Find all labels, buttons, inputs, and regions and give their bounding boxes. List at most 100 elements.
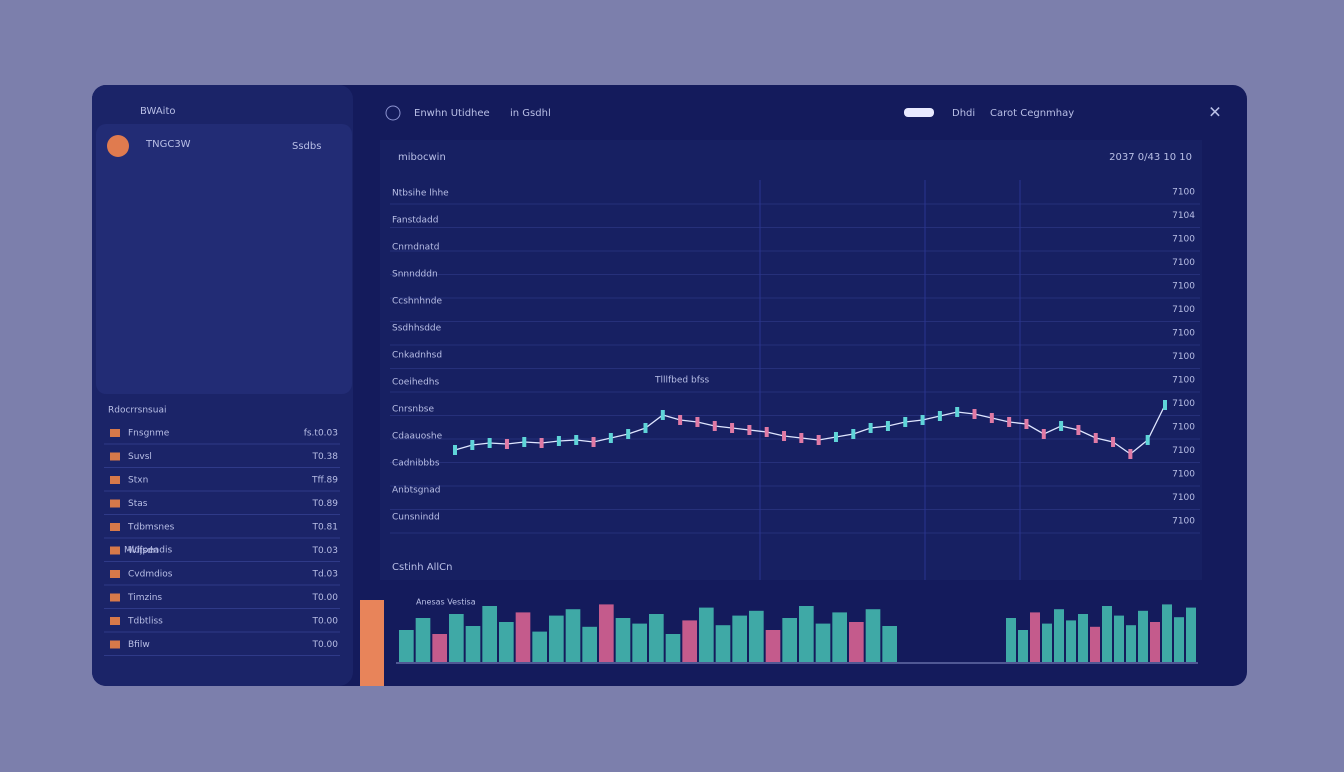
avatar — [107, 135, 129, 157]
volume-label: Anesas Vestisa — [416, 598, 476, 607]
candle — [712, 421, 717, 431]
y-label: 7100 — [1172, 376, 1195, 386]
y-label: 7100 — [1172, 352, 1195, 362]
chart-panel — [380, 140, 1202, 580]
row-name: Fnsgnme — [128, 429, 170, 439]
section-title: Rdocrrsnsuai — [108, 406, 166, 416]
toggle[interactable] — [904, 108, 934, 117]
row-icon — [110, 570, 120, 578]
candle — [522, 437, 527, 447]
volume-bar — [482, 606, 497, 662]
volume-bar — [415, 618, 431, 662]
y-label: 7100 — [1172, 329, 1195, 339]
row-value: T0.00 — [311, 617, 338, 627]
account-badge: Ssdbs — [292, 141, 321, 152]
candle — [730, 423, 735, 433]
volume-bar — [432, 634, 447, 662]
left-label: Cnrsnbse — [392, 405, 434, 415]
volume-bar — [399, 630, 414, 662]
candle — [747, 425, 752, 435]
volume-bar — [632, 623, 647, 662]
menu-item[interactable]: Carot Cegnmhay — [990, 108, 1074, 119]
left-label: Ssdhhsdde — [392, 324, 442, 334]
section-title: Mldjpeadis — [124, 546, 172, 556]
volume-bar — [1030, 612, 1040, 662]
left-label: Fanstdadd — [392, 216, 438, 226]
y-label: 7100 — [1172, 399, 1195, 409]
menu-item[interactable]: Dhdi — [952, 108, 975, 119]
volume-bar — [832, 612, 847, 662]
row-value: T0.89 — [311, 499, 338, 509]
chart-date: 2037 0/43 10 10 — [1109, 152, 1192, 163]
candle — [764, 427, 769, 437]
candle — [608, 433, 613, 443]
volume-bar — [799, 606, 814, 662]
left-label: Cdaauoshe — [392, 432, 443, 442]
row-icon — [110, 523, 120, 531]
y-label: 7100 — [1172, 423, 1195, 433]
volume-bar — [599, 604, 614, 662]
volume-bar — [649, 614, 664, 662]
candle — [487, 438, 492, 448]
row-value: fs.t0.03 — [304, 429, 338, 439]
y-label: 7100 — [1172, 235, 1195, 245]
volume-bar — [1066, 620, 1076, 662]
candle — [1007, 417, 1012, 427]
row-name: Tdbtliss — [127, 617, 163, 627]
candle — [1145, 435, 1150, 445]
candle — [782, 431, 787, 441]
row-icon — [110, 593, 120, 602]
volume-bar — [682, 620, 697, 662]
left-label: Cunsnindd — [392, 513, 440, 523]
candle — [989, 413, 994, 423]
y-label: 7100 — [1172, 517, 1195, 527]
row-value: T0.38 — [311, 452, 338, 462]
candle — [695, 417, 700, 427]
candle — [1059, 421, 1064, 431]
volume-bar — [782, 618, 797, 662]
volume-bar — [732, 615, 747, 662]
row-icon — [110, 429, 120, 437]
candle — [678, 415, 683, 425]
left-label: Cnkadnhsd — [392, 351, 442, 361]
candle — [1093, 433, 1098, 443]
volume-bar — [565, 609, 581, 662]
candle — [1128, 449, 1133, 459]
volume-bar — [532, 631, 547, 662]
candle — [643, 423, 648, 433]
row-icon — [110, 546, 120, 555]
side-handle[interactable] — [360, 600, 384, 686]
volume-bar — [815, 623, 831, 662]
candle — [660, 410, 665, 420]
tab[interactable]: in Gsdhl — [510, 108, 551, 119]
candle — [574, 435, 579, 445]
candle — [591, 437, 596, 447]
volume-bar — [1162, 604, 1172, 662]
annotation: Tlllfbed bfss — [654, 376, 710, 386]
row-icon — [110, 476, 120, 484]
volume-bar — [615, 618, 631, 662]
volume-bar — [499, 622, 514, 662]
close-icon[interactable]: ✕ — [1208, 103, 1221, 122]
brand: BWAito — [140, 106, 176, 117]
row-name: Tdbmsnes — [127, 523, 175, 533]
volume-bar — [1126, 625, 1136, 662]
candle — [626, 429, 631, 439]
candle — [1111, 437, 1116, 447]
tab[interactable]: Enwhn Utidhee — [414, 108, 490, 119]
candle — [1041, 429, 1046, 439]
left-label: Ntbsihe lhhe — [392, 189, 449, 199]
left-label: Cadnibbbs — [392, 459, 440, 469]
candle — [833, 432, 838, 442]
volume-bar — [1114, 615, 1124, 662]
candle — [799, 433, 804, 443]
volume-bar — [1150, 622, 1160, 662]
account-card — [96, 124, 352, 394]
left-label: Cnrndnatd — [392, 243, 439, 253]
row-value: Td.03 — [311, 570, 338, 580]
y-label: 7100 — [1172, 258, 1195, 268]
candle — [1024, 419, 1029, 429]
volume-bar — [582, 626, 597, 662]
